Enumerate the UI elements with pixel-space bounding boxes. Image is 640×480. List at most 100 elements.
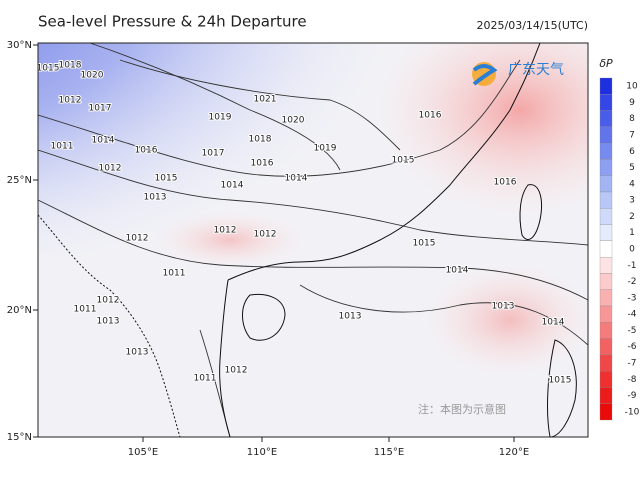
isobar-label: 1013 — [97, 317, 120, 327]
colorbar-cell — [599, 159, 613, 176]
colorbar-cell — [599, 126, 613, 144]
colorbar-tick-label: -9 — [628, 391, 637, 401]
colorbar-tick-label: -6 — [628, 342, 637, 352]
isobar-label: 1017 — [202, 149, 225, 159]
colorbar-cell — [599, 94, 613, 111]
colorbar-cell — [599, 224, 613, 242]
isobar-label: 1019 — [314, 144, 337, 154]
isobar-label: 1018 — [59, 61, 82, 71]
isobar — [299, 284, 588, 346]
colorbar-tick-label: -5 — [628, 326, 637, 336]
isobar-label: 1012 — [214, 226, 237, 236]
coastlines — [38, 43, 577, 437]
isobar-label: 1012 — [126, 234, 149, 244]
isobar-label: 1019 — [209, 113, 232, 123]
colorbar-tick-label: -3 — [628, 293, 637, 303]
isobar-label: 1020 — [282, 116, 305, 126]
colorbar-tick-label: -8 — [628, 375, 637, 385]
colorbar-tick-label: 7 — [629, 131, 635, 141]
colorbar-cell — [599, 77, 613, 95]
isobar-label: 1011 — [194, 374, 217, 384]
colorbar-tick-label: -4 — [628, 310, 637, 320]
isobar-label: 1014 — [221, 181, 244, 191]
colorbar-cell — [599, 403, 613, 421]
colorbar-cell — [599, 175, 613, 193]
isobar-label: 1021 — [254, 95, 277, 105]
lat-tick-label: 20°N — [7, 305, 32, 316]
isobar-label: 1015 — [549, 376, 572, 386]
positive-departure — [370, 43, 588, 220]
isobar — [89, 43, 341, 171]
isobar-label: 1014 — [285, 174, 308, 184]
colorbar-cell — [599, 338, 613, 356]
isobar-label: 1016 — [419, 111, 442, 121]
isobar-label: 1012 — [99, 164, 122, 174]
colorbar-tick-label: 6 — [629, 147, 635, 157]
isobar-label: 1014 — [92, 136, 115, 146]
colorbar-tick-label: 5 — [629, 163, 635, 173]
timestamp: 2025/03/14/15(UTC) — [477, 19, 589, 32]
colorbar-tick-label: 0 — [629, 245, 635, 255]
colorbar-label: δP — [599, 57, 613, 70]
isobar-label: 1014 — [542, 318, 565, 328]
isobar-label: 1013 — [144, 193, 167, 203]
colorbar-cell — [599, 240, 613, 258]
lon-tick-label: 110°E — [247, 447, 277, 458]
isobar — [38, 59, 521, 177]
colorbar-cell — [599, 370, 613, 388]
isobar-label: 1018 — [249, 135, 272, 145]
island — [242, 293, 286, 341]
positive-departure — [420, 260, 588, 380]
isobar — [119, 59, 401, 151]
isobar-label: 1015 — [413, 239, 436, 249]
lat-tick-label: 15°N — [7, 432, 32, 443]
isobar-label: 1016 — [135, 146, 158, 156]
lon-tick-label: 120°E — [499, 447, 529, 458]
isobar-label: 1013 — [339, 312, 362, 322]
colorbar-tick-label: -2 — [628, 277, 637, 287]
colorbar-cell — [599, 110, 613, 128]
lon-tick-label: 115°E — [374, 447, 404, 458]
isobar-label: 1011 — [163, 269, 186, 279]
colorbar-cell — [599, 208, 613, 225]
isobar-label: 1015 — [155, 174, 178, 184]
colorbar-cell — [599, 289, 613, 307]
colorbar-cell — [599, 142, 613, 160]
colorbar-cell — [599, 191, 613, 209]
isobar-label: 1016 — [494, 178, 517, 188]
colorbar-cell — [599, 322, 613, 339]
isobar-label: 1012 — [254, 230, 277, 240]
logo-text: 广东天气 — [508, 62, 564, 78]
isobar-label: 1011 — [51, 142, 74, 152]
border — [38, 214, 181, 437]
isobar-label: 1014 — [446, 266, 469, 276]
colorbar-cell — [599, 354, 613, 372]
colorbar-tick-label: 2 — [629, 212, 635, 222]
colorbar-tick-label: 10 — [626, 82, 638, 92]
isobar-label: 1016 — [251, 159, 274, 169]
colorbar-cell — [599, 273, 613, 290]
colorbar-tick-label: 8 — [629, 114, 635, 124]
isobar-label: 1017 — [89, 104, 112, 114]
colorbar-cell — [599, 256, 613, 274]
isobar — [38, 199, 588, 301]
isobars — [38, 43, 588, 437]
isobar-label: 1020 — [81, 71, 104, 81]
colorbar-tick-label: 1 — [629, 228, 635, 238]
lat-tick-label: 25°N — [7, 175, 32, 186]
negative-departure — [38, 43, 420, 260]
title: Sea-level Pressure & 24h Departure — [38, 13, 307, 31]
isobar-label: 1011 — [74, 305, 97, 315]
isobar-label: 1015 — [392, 156, 415, 166]
colorbar-tick-label: 9 — [629, 98, 635, 108]
coastline — [219, 279, 231, 437]
coastline — [227, 43, 541, 281]
isobar-label: 1012 — [97, 296, 120, 306]
colorbar-tick-label: 3 — [629, 196, 635, 206]
lon-tick-label: 105°E — [128, 447, 158, 458]
note: 注：本图为示意图 — [418, 402, 506, 416]
lat-tick-label: 30°N — [7, 40, 32, 51]
